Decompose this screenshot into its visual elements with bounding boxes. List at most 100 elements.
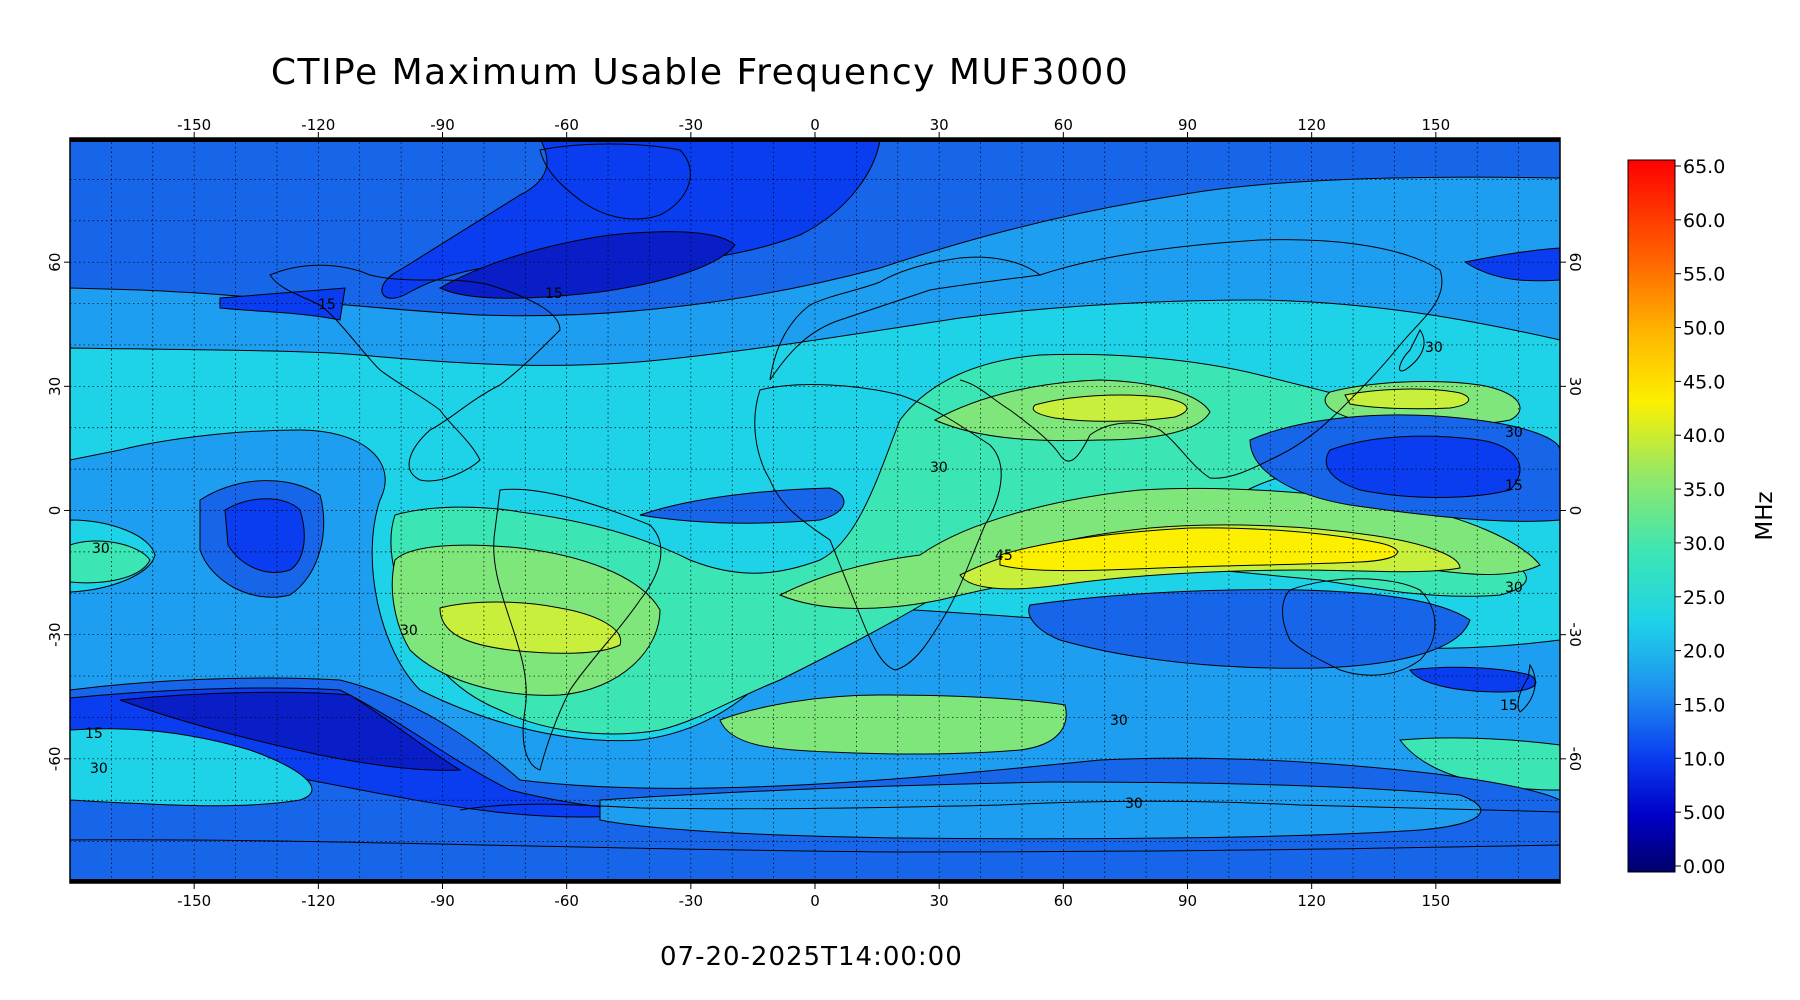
contour-label-45: 45 [995,548,1013,564]
colorbar-ticks: 65.0 60.0 55.0 50.0 45.0 40.0 35.0 30.0 25.0 20.0… [1675,156,1725,878]
lat-tick-label-left: 30 [46,377,64,396]
colorbar-tick-label: 55.0 [1683,264,1725,286]
lat-tick-label-right: -30 [1566,622,1584,647]
coastlines [269,143,1560,813]
timestamp: 07-20-2025T14:00:00 [660,942,963,972]
contour-label-15-tasman: 15 [1500,698,1518,714]
contour-label-30-south-america: 30 [400,623,418,639]
contour-band-15-australia [1028,589,1471,669]
colorbar-tick-label: 0.00 [1683,856,1725,878]
contour-label-30-south-indian: 30 [1110,713,1128,729]
lon-tick-label-top: -120 [301,116,335,134]
contour-band-45-indian-core [999,527,1398,572]
contour-band-30-pacific [70,540,151,584]
lat-tick-label-right: 30 [1566,377,1584,396]
lon-tick-label-top: -150 [177,116,211,134]
map-frame-bottom-bar [70,879,1560,883]
contour-band-5-greenland [438,231,736,299]
contour-band-25-southern [70,728,313,807]
contour-band-15-atlantic-low [639,487,845,524]
lon-tick-label-bottom: 30 [930,892,949,910]
contour-band-5-southern [119,691,462,771]
lat-tick-label-right: 60 [1566,253,1584,272]
lon-tick-label-bottom: 120 [1297,892,1326,910]
lon-tick-label-bottom: -120 [301,892,335,910]
colorbar-tick-label: 60.0 [1683,210,1725,232]
contour-label-30-south-pacific: 30 [90,761,108,777]
contour-labels: 15 15 15 15 15 30 30 30 30 30 30 30 30 3… [85,286,1523,812]
contour-band-10-siberia [1463,247,1560,282]
contour-band-20-southern-strip [599,781,1482,840]
lon-tick-label-top: 30 [930,116,949,134]
lon-tick-label-top: 150 [1422,116,1451,134]
lat-tick-label-right: 0 [1566,506,1584,516]
colorbar-tick-label: 35.0 [1683,479,1725,501]
lon-tick-label-top: 120 [1297,116,1326,134]
coastline-new-zealand [1517,663,1536,713]
lat-tick-label-left: 0 [46,506,64,516]
contour-band-10-north [381,138,881,299]
coastline-greenland [539,143,691,220]
lon-tick-label-bottom: -150 [177,892,211,910]
contour-band-10-pacific-low [224,498,305,573]
contour-label-15-alaska: 15 [318,297,336,313]
lon-tick-label-top: 0 [810,116,820,134]
colorbar-tick-label: 30.0 [1683,533,1725,555]
lat-tick-label-left: -30 [46,622,64,647]
coastline-europe [769,256,1042,381]
lon-tick-label-top: -60 [554,116,579,134]
contour-label-30-antarctic: 30 [1125,796,1143,812]
coastline-australia [1282,578,1436,676]
contour-band-40-south-america [439,601,622,654]
contour-label-15-south-pacific: 15 [85,726,103,742]
lat-tick-label-left: -60 [46,747,64,772]
lat-lon-grid [70,138,1560,883]
coastline-south-america [493,488,662,771]
contour-band-10-west-pacific [1325,435,1521,498]
contour-label-30-philippines: 30 [1505,425,1523,441]
contour-band-35-atlantic [719,694,1067,755]
colorbar-tick-label: 10.0 [1683,748,1725,770]
contour-band-10-alaska [219,287,346,321]
coastline-antarctica [459,800,1560,813]
lon-tick-label-top: -30 [679,116,704,134]
lon-tick-label-bottom: -60 [554,892,579,910]
lon-tick-label-bottom: -90 [430,892,455,910]
lon-tick-label-top: 60 [1054,116,1073,134]
contour-label-30-arabia: 30 [930,460,948,476]
contour-label-30-japan: 30 [1425,340,1443,356]
colorbar-unit-label: MHz [1752,491,1778,540]
contour-label-30-pacific: 30 [92,541,110,557]
lat-tick-label-right: -60 [1566,747,1584,772]
contour-label-30-australia: 30 [1505,580,1523,596]
coastline-asia [959,239,1443,479]
colorbar-tick-label: 45.0 [1683,371,1725,393]
colorbar-tick-label: 20.0 [1683,641,1725,663]
lon-tick-label-top: -90 [430,116,455,134]
colorbar-tick-label: 15.0 [1683,694,1725,716]
colorbar-tick-label: 5.00 [1683,802,1725,824]
lon-tick-label-bottom: 150 [1422,892,1451,910]
muf-contour-field [70,138,1560,883]
coastline-north-america [269,264,561,482]
plot-title: CTIPe Maximum Usable Frequency MUF3000 [270,52,1130,93]
axis-ticks: -150 -150 -120 -120 -90 -90 -60 -60 -30 -30 0 0 30 30… [46,116,1584,910]
colorbar [1627,159,1676,873]
colorbar-tick-label: 65.0 [1683,156,1725,178]
lon-tick-label-bottom: 90 [1178,892,1197,910]
contour-band-30-southeast [1399,737,1560,791]
contour-band-10-tasman [1409,666,1537,693]
lon-tick-label-top: 90 [1178,116,1197,134]
lon-tick-label-bottom: 0 [810,892,820,910]
lat-tick-label-left: 60 [46,253,64,272]
contour-label-15-pacific: 15 [1505,478,1523,494]
colorbar-tick-label: 50.0 [1683,318,1725,340]
contour-band-40-japan [1344,388,1470,410]
lon-tick-label-bottom: 60 [1054,892,1073,910]
contour-label-15-greenland: 15 [545,286,563,302]
lon-tick-label-bottom: -30 [679,892,704,910]
coastline-japan [1399,329,1425,372]
map-frame-top-bar [70,138,1560,142]
colorbar-tick-label: 40.0 [1683,425,1725,447]
